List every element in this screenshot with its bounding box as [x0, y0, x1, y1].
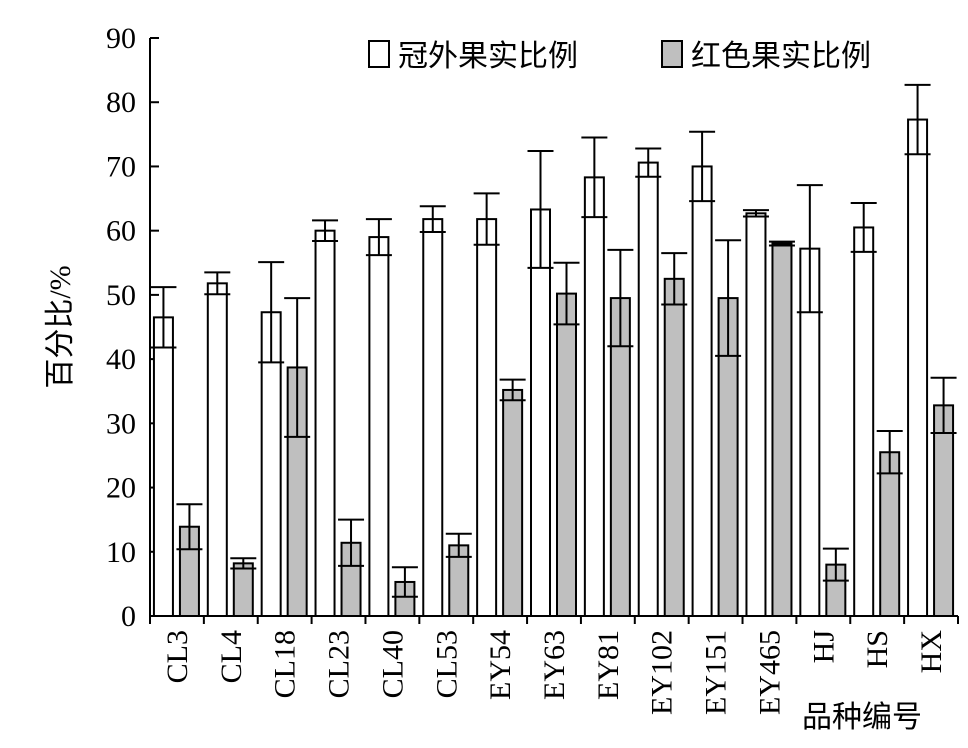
y-tick-label: 80	[106, 86, 136, 119]
bar	[476, 218, 498, 618]
x-tick-label: HX	[915, 630, 948, 674]
y-tick-label: 40	[106, 343, 136, 376]
x-tick-label: CL23	[323, 630, 356, 698]
bar	[422, 218, 444, 618]
y-axis-title: 百分比/%	[44, 265, 77, 388]
bar	[556, 292, 577, 617]
bar	[879, 451, 901, 617]
x-tick-label: EY54	[484, 630, 517, 700]
bar	[314, 229, 336, 618]
x-tick-label: EY81	[592, 630, 625, 700]
y-tick-label: 90	[106, 22, 136, 55]
y-tick-label: 60	[106, 215, 136, 248]
y-tick-label: 10	[106, 536, 136, 569]
bar	[502, 388, 524, 617]
y-tick-label: 50	[106, 279, 136, 312]
bar	[745, 212, 767, 617]
legend: 冠外果实比例 红色果实比例	[368, 40, 871, 73]
x-tick-label: CL40	[376, 630, 409, 698]
x-tick-label: CL18	[269, 630, 302, 698]
x-tick-label: HJ	[807, 630, 840, 664]
x-tick-label: EY465	[753, 630, 786, 715]
bar	[152, 316, 174, 617]
x-tick-label: EY63	[538, 630, 571, 700]
series-2	[176, 239, 957, 618]
x-tick-label: CL53	[430, 630, 463, 698]
bar	[232, 562, 254, 617]
x-tick-label: HS	[861, 630, 894, 668]
x-tick-label: EY151	[700, 630, 733, 715]
series-1	[150, 83, 931, 618]
bar	[933, 404, 955, 617]
bar	[206, 282, 228, 617]
x-tick-label: CL3	[161, 630, 194, 683]
y-tick-label: 20	[106, 472, 136, 505]
x-axis-title: 品种编号	[802, 701, 922, 734]
axes: 0 10 20 30 40 50 60 70 80 90 CL3 CL4 CL18 CL23 CL40 CL5…	[106, 22, 959, 715]
x-tick-label: EY102	[646, 630, 679, 715]
bar	[583, 176, 605, 618]
bar	[663, 277, 685, 617]
y-tick-label: 70	[106, 150, 136, 183]
bar	[853, 226, 875, 617]
y-tick-label: 30	[106, 407, 136, 440]
legend-swatch	[661, 40, 683, 68]
y-tick-label: 0	[121, 600, 136, 633]
bar	[691, 165, 713, 617]
bar	[771, 242, 793, 617]
legend-swatch	[368, 40, 390, 68]
legend-label: 冠外果实比例	[398, 40, 578, 73]
bar	[530, 208, 551, 617]
x-tick-label: CL4	[215, 630, 248, 683]
legend-label: 红色果实比例	[691, 40, 871, 73]
bar	[368, 236, 390, 617]
bar	[637, 161, 659, 617]
bar	[907, 118, 929, 617]
bars	[150, 83, 957, 618]
